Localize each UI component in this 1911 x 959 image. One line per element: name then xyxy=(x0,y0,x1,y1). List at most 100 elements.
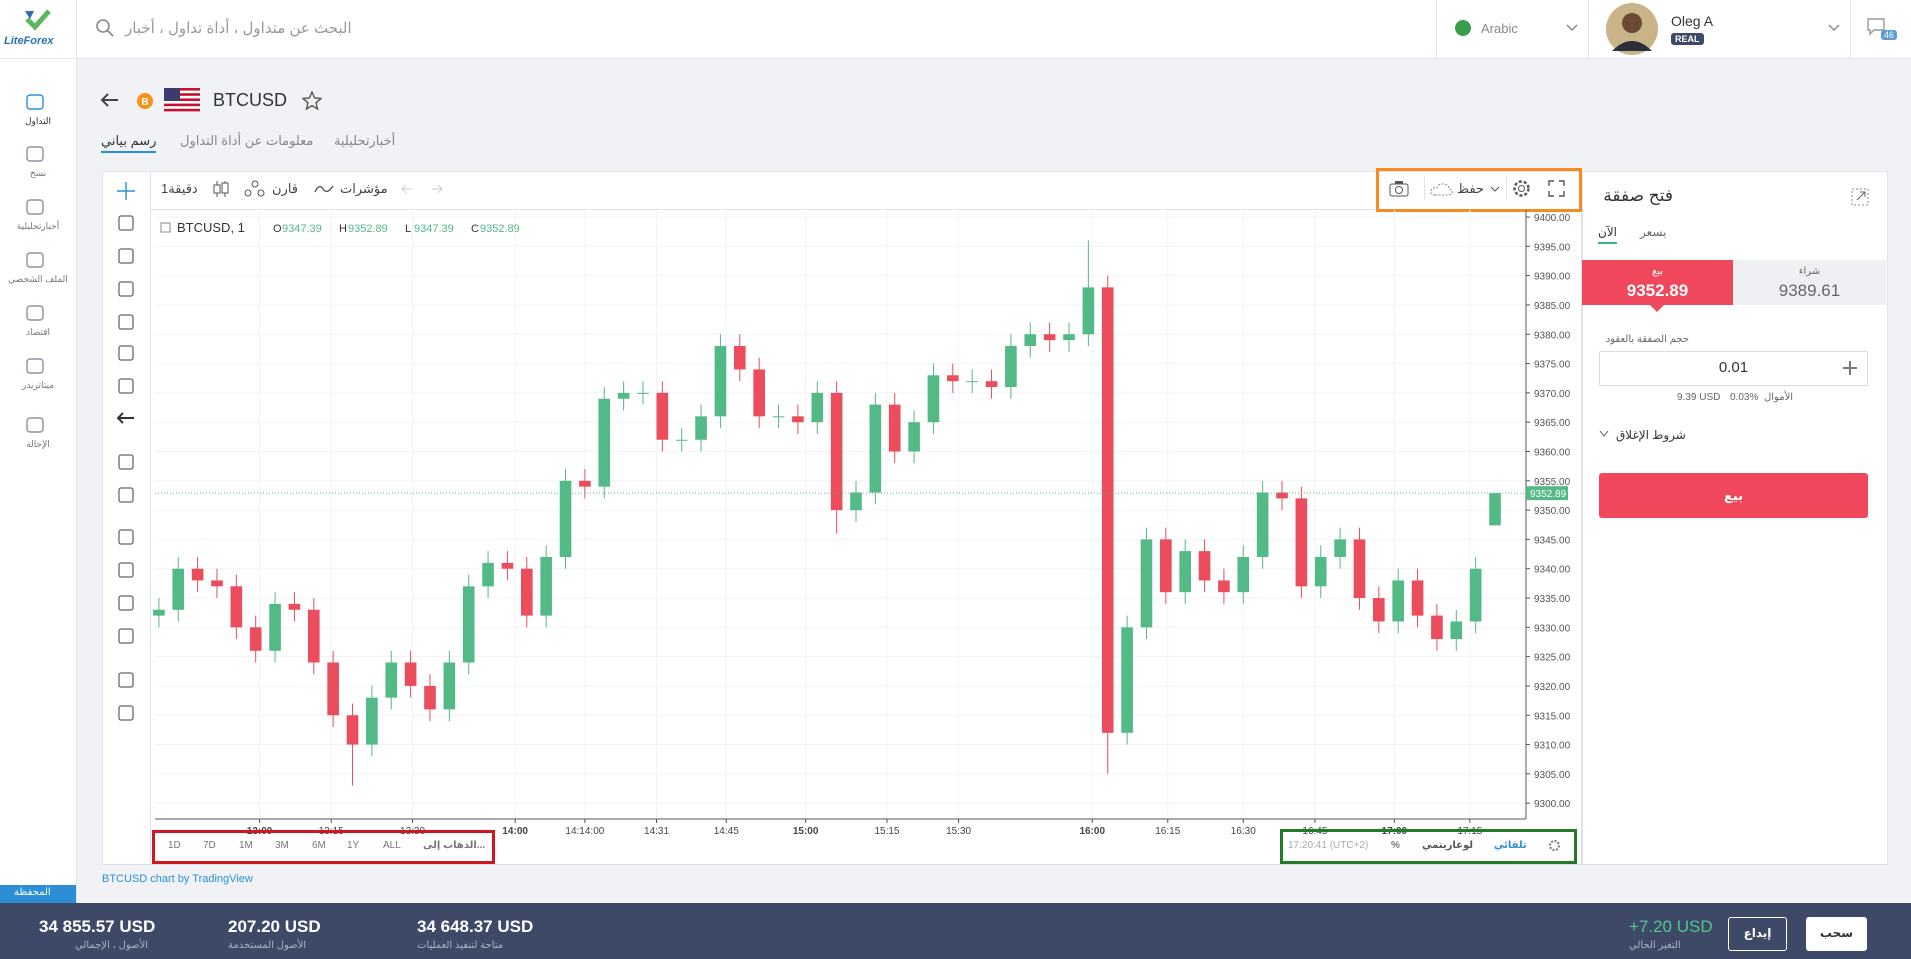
nav-label[interactable]: الملف الشخصي xyxy=(8,274,68,284)
nav-icon[interactable] xyxy=(24,415,46,435)
screenshot-icon[interactable] xyxy=(1389,180,1409,197)
brand[interactable]: LiteForex xyxy=(4,35,54,47)
tool-icon[interactable] xyxy=(116,412,134,424)
price-chart[interactable]: 9300.00 9305.00 9310.00 9315.00 9320.00 9325.… xyxy=(150,210,1580,862)
interval[interactable]: 1دقيقة xyxy=(161,181,198,196)
range-button[interactable]: 6M xyxy=(312,840,326,851)
nav-label[interactable]: نسخ xyxy=(29,168,47,178)
settings-icon[interactable] xyxy=(1512,179,1531,198)
nav-icon[interactable] xyxy=(24,250,46,270)
nav-label[interactable]: اقتصاد xyxy=(25,327,51,337)
increment[interactable] xyxy=(1842,360,1858,376)
sell-price[interactable]: 9352.89 xyxy=(1626,281,1689,300)
portfolio-label[interactable]: المحفظة xyxy=(14,887,51,898)
nav-label[interactable]: الإحالة xyxy=(26,439,50,449)
tool-icon[interactable] xyxy=(118,562,134,578)
favorite-star[interactable] xyxy=(302,91,322,110)
fullscreen-icon[interactable] xyxy=(1548,180,1565,197)
tool-icon[interactable] xyxy=(118,378,134,394)
candle-body xyxy=(307,609,320,663)
submit-label[interactable]: بيع xyxy=(1723,488,1744,503)
tool-icon[interactable] xyxy=(118,248,134,264)
tool-icon[interactable] xyxy=(118,487,134,503)
range-button[interactable]: 3M xyxy=(275,840,289,851)
range-button[interactable]: ALL xyxy=(383,840,401,851)
close-conditions[interactable]: شروط الإغلاق xyxy=(1616,428,1686,442)
auto-toggle[interactable]: تلقائي xyxy=(1494,840,1527,851)
nav-icon[interactable] xyxy=(24,92,46,112)
language[interactable]: Arabic xyxy=(1481,21,1518,36)
log-toggle[interactable]: لوغاريتمي xyxy=(1422,840,1474,851)
goto-date[interactable]: الذهاب إلى... xyxy=(423,840,486,851)
tool-icon[interactable] xyxy=(118,628,134,644)
range-button[interactable]: 7D xyxy=(203,840,216,851)
tool-icon[interactable] xyxy=(118,672,134,688)
submit-button[interactable] xyxy=(1599,473,1868,518)
drawing-tools xyxy=(102,171,151,863)
withdraw[interactable]: سحب xyxy=(1819,926,1854,940)
candle-body xyxy=(1160,539,1172,593)
buy-label[interactable]: شراء xyxy=(1798,266,1821,277)
chat-icon[interactable] xyxy=(1866,17,1890,37)
withdraw-button[interactable] xyxy=(1806,917,1867,951)
nav-label[interactable]: أخبارتحليلية xyxy=(16,221,60,231)
sell-box[interactable] xyxy=(1582,260,1733,305)
expand-icon[interactable] xyxy=(1851,188,1869,206)
candle-body xyxy=(191,568,204,581)
chevron[interactable] xyxy=(1599,430,1609,438)
y-tick-label: 9380.00 xyxy=(1534,330,1571,341)
undo-redo[interactable] xyxy=(400,182,444,196)
tool-icon[interactable] xyxy=(118,345,134,361)
tool-icon[interactable] xyxy=(118,705,134,721)
icon-shape xyxy=(118,345,134,361)
avatar[interactable] xyxy=(1606,3,1658,55)
nav-label[interactable]: ميتاتريدر xyxy=(21,380,55,390)
indicators[interactable]: مؤشرات xyxy=(340,181,388,196)
tool-icon[interactable] xyxy=(118,215,134,231)
chart-type-icon[interactable] xyxy=(212,179,230,199)
compare[interactable]: قارن xyxy=(272,181,298,196)
attribution[interactable]: BTCUSD chart by TradingView xyxy=(102,873,253,885)
portfolio-tab[interactable] xyxy=(0,885,76,903)
candle-body xyxy=(733,345,746,370)
deposit[interactable]: إيداع xyxy=(1743,926,1772,940)
tool-icon[interactable] xyxy=(118,595,134,611)
volume[interactable]: 0.01 xyxy=(1718,359,1749,376)
range-button[interactable]: 1M xyxy=(239,840,253,851)
buy-price[interactable]: 9389.61 xyxy=(1778,281,1841,300)
compare-icon[interactable] xyxy=(244,180,266,198)
indicators-icon[interactable] xyxy=(314,182,334,196)
search-input[interactable]: البحث عن متداول ، أداة تداول ، أخبار xyxy=(125,20,352,37)
volume-input[interactable] xyxy=(1599,351,1868,386)
nav-icon[interactable] xyxy=(24,356,46,376)
settings-icon[interactable] xyxy=(1548,839,1561,852)
user-name[interactable]: Oleg A xyxy=(1671,13,1714,29)
nav-icon[interactable] xyxy=(24,144,46,164)
range-button[interactable]: 1D xyxy=(168,840,181,851)
tool-icon[interactable] xyxy=(118,314,134,330)
candle-body xyxy=(985,381,998,388)
chevron[interactable] xyxy=(1490,186,1500,193)
candle-body xyxy=(1295,498,1308,587)
sell-label[interactable]: بيع xyxy=(1651,266,1664,277)
save[interactable]: حفظ xyxy=(1457,181,1484,196)
range-button[interactable]: 1Y xyxy=(347,840,360,851)
mode-price[interactable]: بسعر xyxy=(1640,225,1667,239)
tool-icon[interactable] xyxy=(118,281,134,297)
back-arrow[interactable] xyxy=(100,92,120,108)
tool-icon[interactable] xyxy=(118,529,134,545)
tab[interactable]: رسم بياني xyxy=(101,133,157,153)
tool-icon[interactable] xyxy=(118,454,134,470)
nav-icon[interactable] xyxy=(24,197,46,217)
tool-icon[interactable] xyxy=(117,182,135,200)
y-tick-label: 9395.00 xyxy=(1534,242,1571,253)
mode-now[interactable]: الآن xyxy=(1598,225,1617,244)
percent-toggle[interactable]: % xyxy=(1391,840,1400,851)
tab[interactable]: معلومات عن أداة التداول xyxy=(180,133,314,148)
nav-icon[interactable] xyxy=(24,303,46,323)
deposit-button[interactable] xyxy=(1728,917,1787,951)
nav-label[interactable]: التداول xyxy=(24,116,52,126)
icon-shape xyxy=(118,378,134,394)
buy-box[interactable] xyxy=(1733,260,1886,305)
tab[interactable]: أخبارتحليلية xyxy=(334,133,396,148)
